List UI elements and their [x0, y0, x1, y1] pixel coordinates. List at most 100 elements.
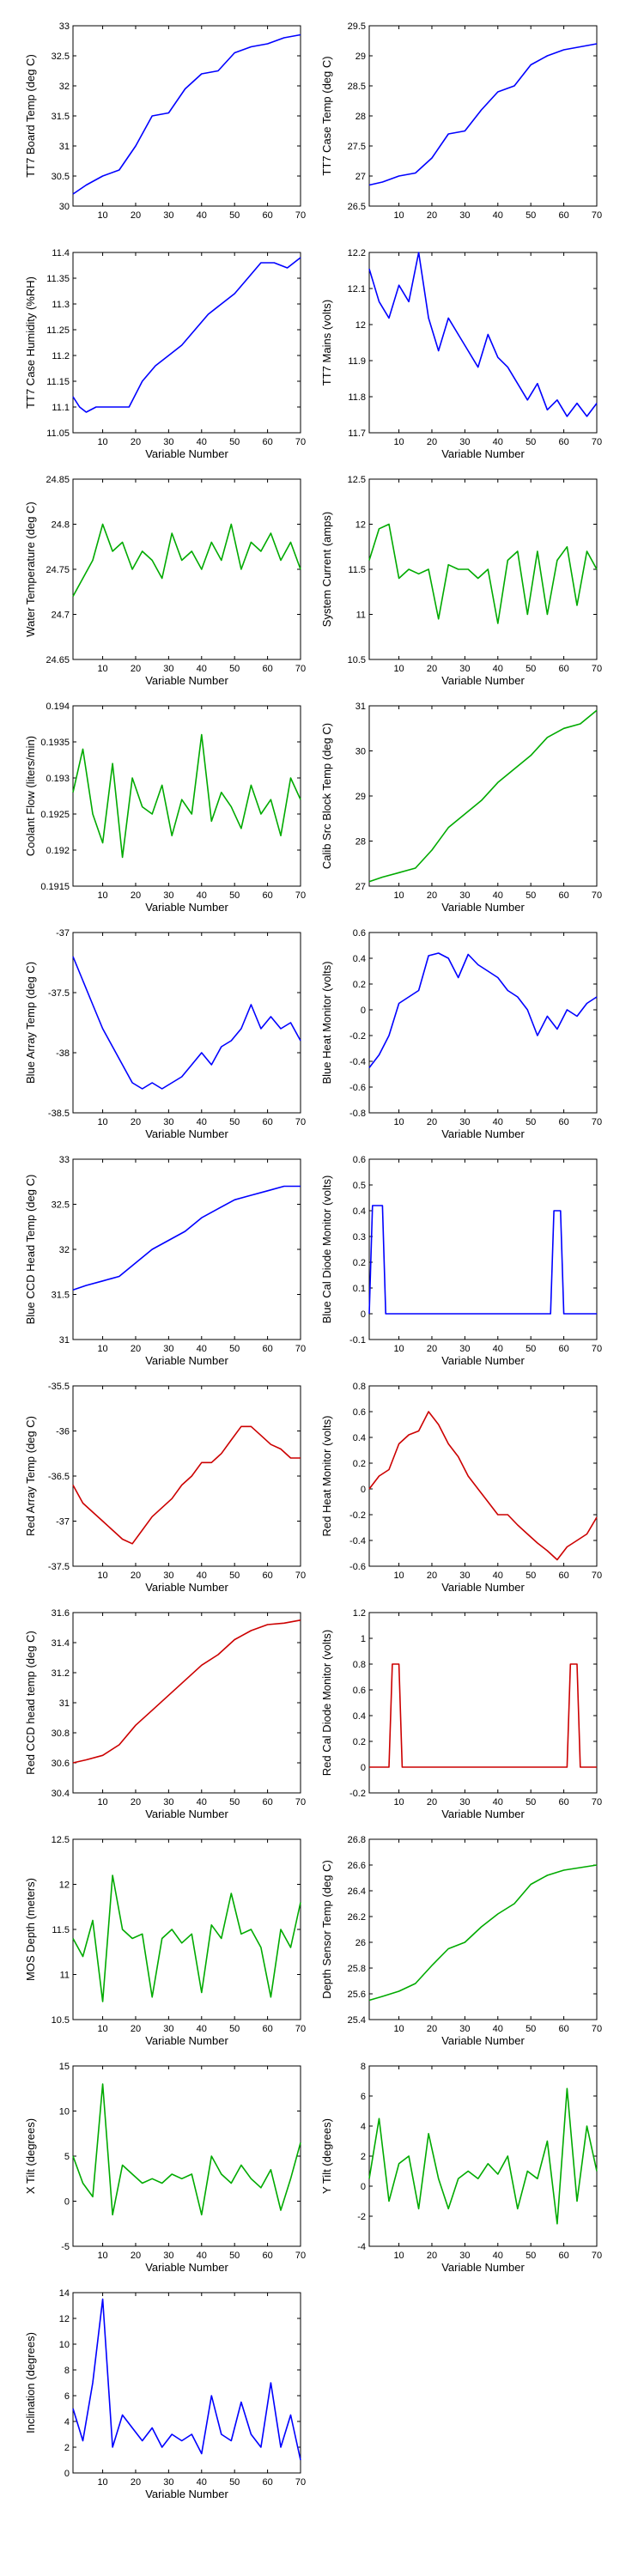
y-tick-label: 32	[59, 82, 70, 92]
x-tick-label: 30	[163, 1797, 173, 1807]
y-tick-label: 0.194	[46, 702, 70, 712]
y-tick-label: 0.2	[353, 1459, 366, 1469]
plot-frame	[72, 478, 301, 660]
y-tick-label: -37.5	[48, 1562, 70, 1572]
y-axis-label: MOS Depth (meters)	[24, 1878, 37, 1981]
x-tick-label: 50	[229, 890, 240, 901]
y-tick-label: 0.8	[353, 1382, 366, 1392]
y-tick-label: 24.75	[46, 565, 70, 575]
x-tick-label: 50	[526, 2251, 536, 2261]
x-tick-label: 10	[97, 664, 107, 674]
y-tick-label: 31	[355, 702, 366, 712]
y-tick-label: 31.5	[52, 112, 70, 122]
y-tick-label: 26.5	[348, 202, 366, 212]
chart-7: 0.1915 0.192 0.1925 0.193 0.1935 0.194 10 20 30 4…	[24, 702, 306, 914]
y-tick-label: 28.5	[348, 82, 366, 92]
y-tick-label: 27	[355, 882, 366, 892]
x-tick-label: 30	[459, 664, 470, 674]
y-tick-label: 11.7	[348, 428, 366, 439]
y-tick-label: 5	[64, 2152, 70, 2162]
x-tick-label: 60	[558, 2024, 568, 2034]
y-tick-label: -5	[61, 2242, 70, 2252]
x-tick-label: 60	[558, 1117, 568, 1127]
series-line	[368, 1864, 598, 2002]
x-tick-label: 30	[163, 2251, 173, 2261]
y-tick-label: 31	[59, 1335, 70, 1346]
x-tick-label: 60	[262, 2251, 272, 2261]
plot-frame	[72, 2292, 301, 2474]
x-tick-label: 50	[526, 2024, 536, 2034]
y-axis-label: System Current (amps)	[320, 512, 333, 627]
y-tick-label: 0	[361, 1005, 366, 1016]
y-tick-label: 33	[59, 21, 70, 32]
x-tick-label: 40	[493, 1571, 503, 1581]
series-line	[368, 252, 598, 417]
y-axis-label: Blue CCD Head Temp (deg C)	[24, 1175, 37, 1325]
plot-frame	[72, 252, 301, 434]
y-tick-label: 10.5	[52, 2015, 70, 2026]
x-tick-label: 40	[197, 2477, 207, 2488]
x-tick-label: 20	[427, 1797, 437, 1807]
plot-frame	[72, 2065, 301, 2247]
x-tick-label: 60	[262, 2024, 272, 2034]
x-tick-label: 50	[229, 437, 240, 447]
x-tick-label: 70	[295, 2024, 306, 2034]
y-tick-label: 11.5	[52, 1925, 70, 1935]
y-tick-label: 30.4	[52, 1789, 70, 1799]
x-tick-label: 30	[163, 664, 173, 674]
chart-12: -0.1 0 0.1 0.2 0.3 0.4 0.5 0.6 10 20 30 40 50 60 70 Var…	[320, 1155, 602, 1367]
x-tick-label: 30	[459, 437, 470, 447]
plot-frame	[72, 1612, 301, 1794]
x-axis-label: Variable Number	[145, 2261, 228, 2274]
x-tick-label: 10	[393, 2251, 404, 2261]
x-tick-label: 60	[558, 890, 568, 901]
x-tick-label: 40	[493, 2251, 503, 2261]
series-line	[368, 1205, 597, 1315]
y-tick-label: 10	[59, 2340, 70, 2350]
x-tick-label: 10	[97, 437, 107, 447]
y-tick-label: 0.5	[353, 1181, 366, 1191]
x-tick-label: 70	[295, 1117, 306, 1127]
x-tick-label: 20	[131, 1344, 141, 1354]
x-tick-label: 20	[427, 437, 437, 447]
x-axis-label: Variable Number	[145, 2488, 228, 2500]
y-tick-label: 0.1915	[40, 882, 70, 892]
x-tick-label: 60	[262, 437, 272, 447]
series-line	[368, 523, 598, 624]
chart-3: 11.05 11.1 11.15 11.2 11.25 11.3 11.35 11.4 10 20…	[24, 248, 306, 460]
x-tick-label: 10	[97, 210, 107, 221]
x-tick-label: 50	[526, 890, 536, 901]
x-tick-label: 70	[592, 1797, 602, 1807]
x-tick-label: 60	[262, 1344, 272, 1354]
y-tick-label: 0.1925	[40, 810, 70, 820]
y-tick-label: 11.3	[52, 300, 70, 310]
series-line	[72, 1185, 301, 1291]
y-tick-label: 10	[59, 2107, 70, 2117]
y-tick-label: 24.8	[52, 520, 70, 531]
x-tick-label: 20	[427, 210, 437, 221]
y-tick-label: 0.8	[353, 1660, 366, 1670]
series-line	[368, 2087, 598, 2225]
y-tick-label: 25.4	[348, 2015, 366, 2026]
y-tick-label: 0.6	[353, 1686, 366, 1696]
y-tick-label: 30.6	[52, 1759, 70, 1769]
x-tick-label: 30	[163, 1117, 173, 1127]
x-tick-label: 20	[131, 1797, 141, 1807]
x-tick-label: 40	[493, 890, 503, 901]
x-tick-label: 30	[163, 210, 173, 221]
x-tick-label: 40	[493, 2024, 503, 2034]
y-tick-label: 8	[361, 2062, 366, 2072]
y-tick-label: 33	[59, 1155, 70, 1165]
y-tick-label: 30	[59, 202, 70, 212]
x-tick-label: 50	[229, 1117, 240, 1127]
series-line	[72, 2083, 301, 2216]
chart-11: 31 31.5 32 32.5 33 10 20 30 40 50 60 70 Variable Num…	[24, 1155, 306, 1367]
x-tick-label: 10	[393, 890, 404, 901]
y-axis-label: Blue Cal Diode Monitor (volts)	[320, 1176, 333, 1324]
y-tick-label: 0	[361, 1485, 366, 1495]
plot-frame	[368, 478, 598, 660]
x-tick-label: 40	[493, 437, 503, 447]
x-tick-label: 10	[393, 210, 404, 221]
y-tick-label: 31.4	[52, 1638, 70, 1649]
x-tick-label: 30	[459, 2251, 470, 2261]
